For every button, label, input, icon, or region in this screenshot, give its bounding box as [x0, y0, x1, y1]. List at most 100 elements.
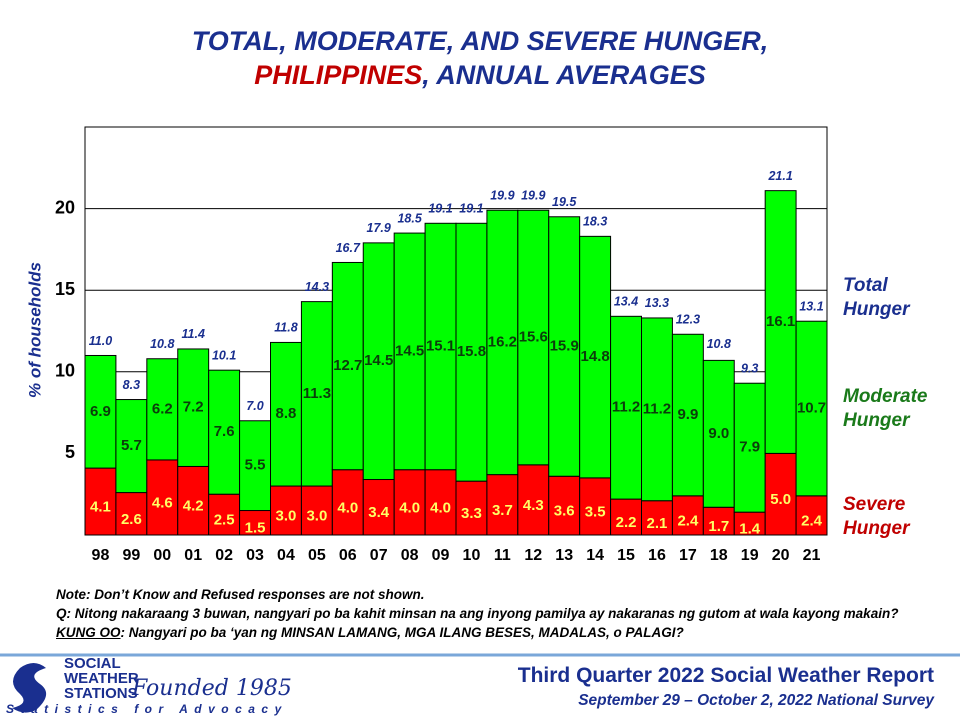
- total-label: 12.3: [676, 313, 700, 327]
- question-a: Q: Nitong nakaraang 3 buwan, nangyari po…: [56, 606, 899, 621]
- x-tick-label: 10: [463, 547, 481, 564]
- value-label: 12.7: [333, 357, 362, 374]
- value-label: 15.6: [519, 328, 548, 345]
- x-tick-label: 15: [617, 547, 635, 564]
- bar-segment: [239, 420, 271, 512]
- value-label: 14.5: [364, 352, 393, 369]
- x-tick-label: 04: [277, 547, 295, 564]
- x-tick-label: 21: [803, 547, 821, 564]
- x-tick-label: 08: [401, 547, 419, 564]
- total-label: 10.8: [150, 337, 174, 351]
- slogan: Statistics for Advocacy: [6, 702, 288, 716]
- value-label: 5.7: [121, 437, 142, 454]
- value-label: 9.0: [708, 425, 729, 442]
- x-tick-label: 19: [741, 547, 759, 564]
- value-label: 3.0: [306, 507, 327, 524]
- value-label: 16.1: [766, 313, 795, 330]
- total-label: 18.3: [583, 215, 607, 229]
- total-label: 9.3: [741, 362, 758, 376]
- value-label: 2.2: [616, 514, 637, 531]
- bar-segment: [300, 301, 333, 487]
- bar-segment: [270, 485, 302, 536]
- value-label: 5.5: [245, 457, 266, 474]
- y-tick-label: 15: [55, 279, 75, 299]
- bar-segment: [270, 341, 302, 487]
- x-tick-label: 11: [494, 547, 511, 564]
- value-label: 5.0: [770, 491, 791, 508]
- value-label: 11.2: [612, 399, 640, 416]
- value-label: 4.3: [523, 497, 544, 514]
- report-subtitle: September 29 – October 2, 2022 National …: [578, 692, 934, 709]
- bar-segment: [641, 317, 673, 502]
- logo-text: SOCIAL WEATHER STATIONS: [64, 655, 139, 702]
- value-label: 15.1: [426, 337, 455, 354]
- bar-segment: [548, 216, 581, 477]
- value-label: 2.1: [647, 515, 668, 532]
- title-rest: , ANNUAL AVERAGES: [422, 60, 706, 90]
- value-label: 10.7: [797, 399, 826, 416]
- value-label: 3.6: [554, 503, 575, 520]
- bar-segment: [455, 222, 488, 482]
- bar-segment: [764, 190, 797, 454]
- value-label: 11.2: [643, 400, 671, 417]
- bar-segment: [84, 354, 117, 469]
- total-label: 10.1: [212, 348, 236, 362]
- y-axis-label: % of households: [25, 262, 44, 398]
- value-label: 4.6: [152, 494, 173, 511]
- value-label: 7.6: [214, 423, 235, 440]
- x-tick-label: 16: [648, 547, 666, 564]
- title-line-1: TOTAL, MODERATE, AND SEVERE HUNGER,: [191, 26, 769, 56]
- total-label: 19.1: [428, 202, 452, 216]
- bar-segment: [795, 320, 828, 497]
- value-label: 14.8: [581, 348, 610, 365]
- value-label: 3.7: [492, 502, 513, 519]
- value-label: 4.1: [90, 499, 111, 516]
- bar-segment: [115, 399, 148, 494]
- x-tick-label: 99: [122, 547, 140, 564]
- total-label: 13.1: [799, 300, 823, 314]
- total-label: 8.3: [123, 378, 140, 392]
- bar-segment: [517, 464, 550, 536]
- x-tick-label: 12: [524, 547, 542, 564]
- total-label: 21.1: [767, 169, 792, 183]
- value-label: 4.2: [183, 498, 204, 515]
- value-label: 6.2: [152, 400, 173, 417]
- total-label: 14.3: [305, 280, 329, 294]
- bar-segment: [362, 479, 395, 536]
- value-label: 7.9: [739, 439, 760, 456]
- value-label: 2.4: [801, 512, 823, 529]
- total-label: 19.9: [490, 189, 514, 203]
- bar-segment: [641, 500, 673, 536]
- value-label: 15.9: [550, 337, 579, 354]
- bar-segment: [517, 209, 550, 466]
- value-label: 2.4: [677, 512, 699, 529]
- value-label: 14.5: [395, 342, 424, 359]
- total-label: 19.9: [521, 189, 545, 203]
- bar-segment: [733, 382, 766, 513]
- x-tick-label: 07: [370, 547, 388, 564]
- report-title: Third Quarter 2022 Social Weather Report: [517, 664, 934, 687]
- value-label: 3.0: [276, 507, 297, 524]
- bar-segment: [177, 348, 210, 467]
- value-label: 6.9: [90, 403, 111, 420]
- x-tick-label: 06: [339, 547, 357, 564]
- total-label: 13.3: [645, 296, 669, 310]
- x-tick-label: 18: [710, 547, 728, 564]
- value-label: 1.4: [739, 521, 761, 538]
- value-label: 7.2: [183, 399, 204, 416]
- bar-segment: [300, 485, 333, 536]
- bar-segment: [362, 242, 395, 481]
- x-tick-label: 01: [184, 547, 202, 564]
- value-label: 1.7: [708, 518, 729, 535]
- total-label: 19.5: [552, 195, 577, 209]
- legend-total: Total Hunger: [843, 275, 910, 320]
- x-tick-label: 14: [586, 547, 604, 564]
- bar-segment: [702, 359, 735, 508]
- value-label: 4.0: [399, 499, 420, 516]
- value-label: 3.5: [585, 503, 606, 520]
- value-label: 2.5: [214, 512, 235, 529]
- note: Note: Don’t Know and Refused responses a…: [56, 587, 425, 602]
- x-tick-label: 09: [432, 547, 450, 564]
- x-tick-label: 03: [246, 547, 264, 564]
